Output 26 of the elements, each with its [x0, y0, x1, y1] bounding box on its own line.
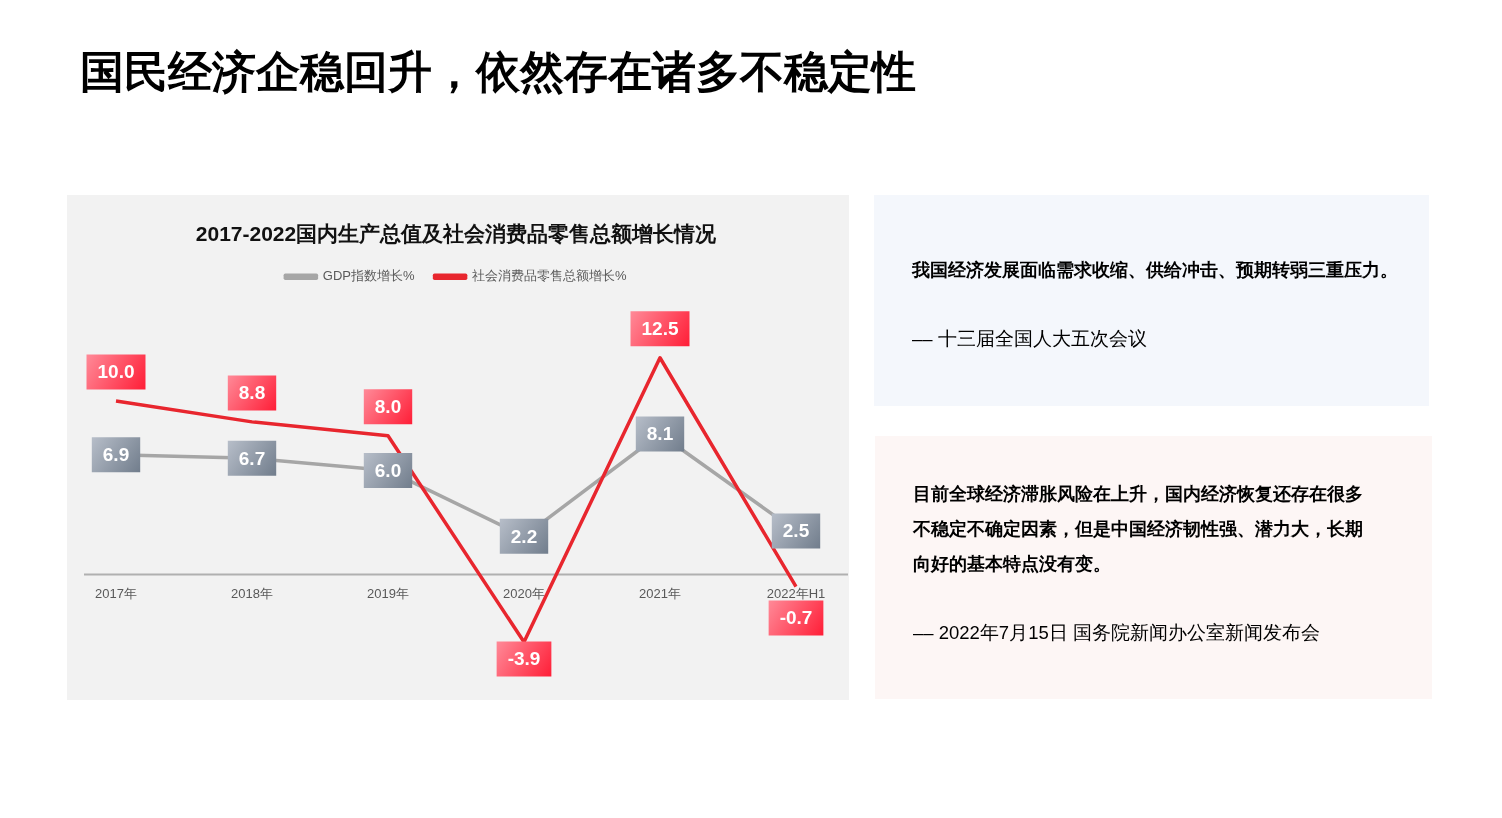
- data-label: 8.8: [238, 382, 266, 404]
- data-label: 8.0: [374, 395, 402, 417]
- x-tick-label: 2021年: [639, 585, 681, 601]
- text: –– 2022年7月15日 国务院新闻办公室新闻发布会: [913, 621, 1320, 645]
- data-label: 10.0: [97, 361, 135, 383]
- data-label: 2.5: [782, 520, 810, 542]
- x-tick-label: 2019年: [367, 585, 409, 601]
- data-label: -3.9: [507, 648, 541, 670]
- text: 国民经济企稳回升，依然存在诸多不稳定性: [80, 46, 916, 98]
- data-label: 2.2: [510, 525, 538, 547]
- chart-title: 2017-2022国内生产总值及社会消费品零售总额增长情况: [195, 222, 718, 246]
- data-label: 6.0: [374, 459, 402, 481]
- legend-label: 社会消费品零售总额增长%: [472, 268, 628, 284]
- data-label: -0.7: [779, 607, 813, 629]
- data-label: 8.1: [646, 423, 674, 445]
- text: 我国经济发展面临需求收缩、供给冲击、预期转弱三重压力。: [912, 258, 1398, 282]
- text: –– 十三届全国人大五次会议: [912, 327, 1147, 351]
- x-tick-label: 2020年: [503, 585, 545, 601]
- data-label: 6.9: [102, 444, 130, 466]
- text: 目前全球经济滞胀风险在上升，国内经济恢复还存在很多不稳定不确定因素，但是中国经济韧性强、潜力大，长期向好的基本特点没有变。: [913, 482, 1364, 576]
- x-tick-label: 2017年: [95, 585, 137, 601]
- legend-label: GDP指数增长%: [322, 268, 416, 284]
- x-tick-label: 2022年H1: [766, 585, 826, 601]
- x-tick-label: 2018年: [231, 585, 273, 601]
- data-label: 6.7: [238, 447, 266, 469]
- data-label: 12.5: [641, 317, 679, 339]
